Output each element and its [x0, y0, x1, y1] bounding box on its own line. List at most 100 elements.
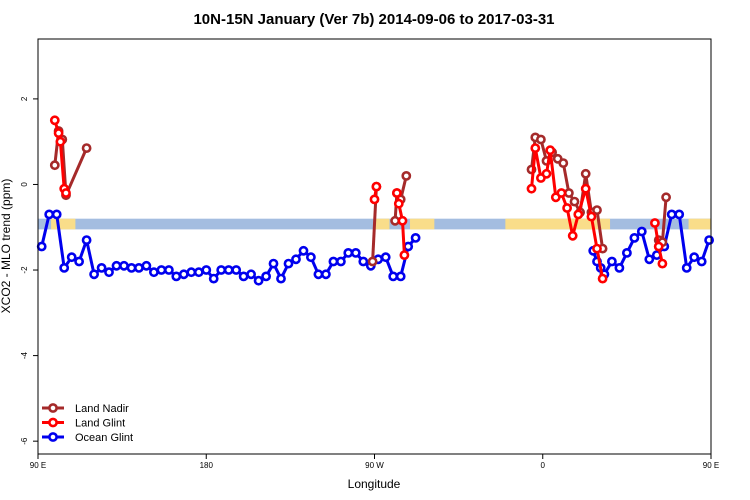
land-glint-point-1-1	[371, 181, 382, 192]
y-tick-label-2: -2	[20, 266, 29, 274]
ocean-glint-point-0-8	[96, 262, 107, 273]
ocean-glint-point-0-22	[201, 265, 212, 275]
land-nadir-point-4-2	[661, 192, 671, 203]
ocean-glint-point-0-11	[119, 260, 129, 271]
band-land-4	[688, 218, 711, 230]
band-land-1	[374, 218, 390, 230]
y-tick-label-0: 2	[20, 96, 29, 101]
ocean-glint-point-1-16	[696, 256, 707, 267]
land-glint-point-3-12	[592, 243, 602, 254]
ocean-glint-point-0-29	[253, 275, 264, 286]
ocean-glint-point-0-13	[133, 262, 144, 273]
land-glint-point-0-0	[49, 115, 60, 126]
x-axis: 90 E 180 90 W 0 90 E	[30, 454, 719, 470]
ocean-glint-point-0-38	[320, 269, 331, 280]
ocean-glint-point-0-17	[163, 265, 174, 275]
land-glint-point-2-2	[397, 215, 408, 226]
ocean-glint-point-0-42	[350, 247, 361, 258]
x-tick-label-3: 0	[541, 461, 546, 470]
x-tick-label-1: 180	[200, 461, 214, 470]
land-glint-point-3-4	[545, 145, 556, 156]
land-nadir-point-3-7	[564, 188, 574, 198]
y-tick-label-1: 0	[20, 182, 29, 187]
land-glint-point-3-7	[562, 203, 572, 213]
ocean-glint-point-1-8	[636, 226, 647, 237]
ocean-glint-point-1-5	[614, 262, 625, 273]
land-glint-point-2-3	[399, 250, 410, 260]
land-nadir-point-3-8	[569, 196, 580, 207]
ocean-glint-point-0-24	[216, 265, 227, 275]
ocean-glint-point-0-6	[81, 235, 92, 245]
land-glint-point-2-0	[391, 188, 402, 198]
ocean-glint-point-0-1	[44, 209, 55, 220]
legend-label-land-glint: Land Glint	[75, 418, 125, 430]
ocean-glint-point-1-14	[681, 262, 692, 273]
ocean-glint-point-0-10	[111, 260, 122, 271]
band-land-3	[505, 218, 611, 230]
land-glint-point-3-0	[526, 183, 537, 194]
land-glint-point-3-3	[541, 168, 552, 179]
ocean-glint-point-0-40	[335, 256, 346, 267]
ocean-glint-point-0-50	[410, 232, 421, 243]
ocean-glint-point-0-35	[298, 245, 309, 256]
land-nadir-point-2-3	[401, 170, 412, 181]
land-glint-point-3-9	[573, 209, 584, 220]
legend-label-land-nadir: Land Nadir	[75, 403, 129, 415]
ocean-glint-point-0-2	[51, 209, 62, 220]
ocean-glint-point-1-12	[666, 209, 677, 220]
band-land-0	[51, 218, 76, 230]
ocean-glint-point-0-33	[283, 258, 294, 269]
x-tick-label-0: 90 E	[30, 461, 46, 470]
legend-marker-ocean-glint	[48, 432, 58, 442]
ocean-glint-point-0-21	[193, 267, 204, 278]
band-land-2	[410, 218, 435, 230]
x-tick-label-2: 90 W	[365, 461, 384, 470]
legend-item-ocean-glint: Ocean Glint	[42, 432, 133, 444]
ocean-glint-point-0-41	[343, 247, 354, 258]
x-tick-label-4: 90 E	[703, 461, 719, 470]
ocean-glint-point-1-6	[622, 247, 632, 258]
series-ocean-glint	[36, 209, 714, 286]
ocean-glint-point-0-20	[186, 267, 197, 278]
ocean-glint-point-1-17	[704, 235, 714, 245]
land-glint-point-3-8	[567, 230, 578, 241]
land-glint-point-3-13	[597, 273, 608, 284]
land-glint-point-0-2	[55, 136, 66, 147]
land-glint-point-3-6	[556, 188, 567, 198]
legend-marker-land-nadir	[48, 403, 58, 413]
land-glint-point-1-0	[369, 194, 380, 205]
ocean-glint-point-0-23	[208, 273, 219, 284]
ocean-glint-point-0-16	[156, 265, 167, 275]
y-tick-label-4: -6	[20, 437, 29, 445]
land-glint-point-0-1	[53, 128, 64, 138]
land-glint-point-3-10	[580, 183, 591, 194]
legend-item-land-nadir: Land Nadir	[42, 403, 129, 415]
ocean-glint-point-0-5	[74, 256, 84, 267]
y-axis-label: XCO2 - MLO trend (ppm)	[0, 179, 13, 314]
ocean-glint-point-0-3	[59, 262, 70, 273]
ocean-glint-point-0-0	[36, 241, 47, 252]
ocean-glint-point-1-9	[644, 254, 655, 265]
ocean-glint-point-0-32	[276, 273, 286, 284]
ocean-glint-point-0-49	[403, 241, 414, 252]
y-tick-label-3: -4	[20, 351, 29, 359]
ocean-glint-point-0-46	[380, 252, 391, 263]
series-layer	[36, 115, 714, 286]
ocean-glint-point-1-15	[689, 252, 700, 263]
ocean-glint-point-0-47	[388, 271, 399, 282]
land-glint-point-4-0	[650, 218, 660, 228]
x-axis-label: Longitude	[348, 477, 401, 491]
series-land-glint	[49, 115, 668, 284]
legend-marker-land-glint	[48, 417, 58, 428]
land-nadir-point-1-0	[367, 256, 378, 267]
legend-label-ocean-glint: Ocean Glint	[75, 432, 133, 444]
ocean-glint-point-0-7	[89, 269, 99, 280]
y-axis: 2 0 -2 -4 -6	[20, 96, 38, 445]
land-nadir-point-3-2	[536, 134, 546, 145]
legend: Land Nadir Land Glint Ocean Glint	[42, 403, 133, 444]
ocean-glint-point-0-48	[395, 271, 406, 282]
ocean-glint-point-1-7	[629, 232, 640, 243]
land-nadir-point-3-12	[592, 205, 602, 215]
ocean-glint-point-0-9	[104, 267, 114, 278]
